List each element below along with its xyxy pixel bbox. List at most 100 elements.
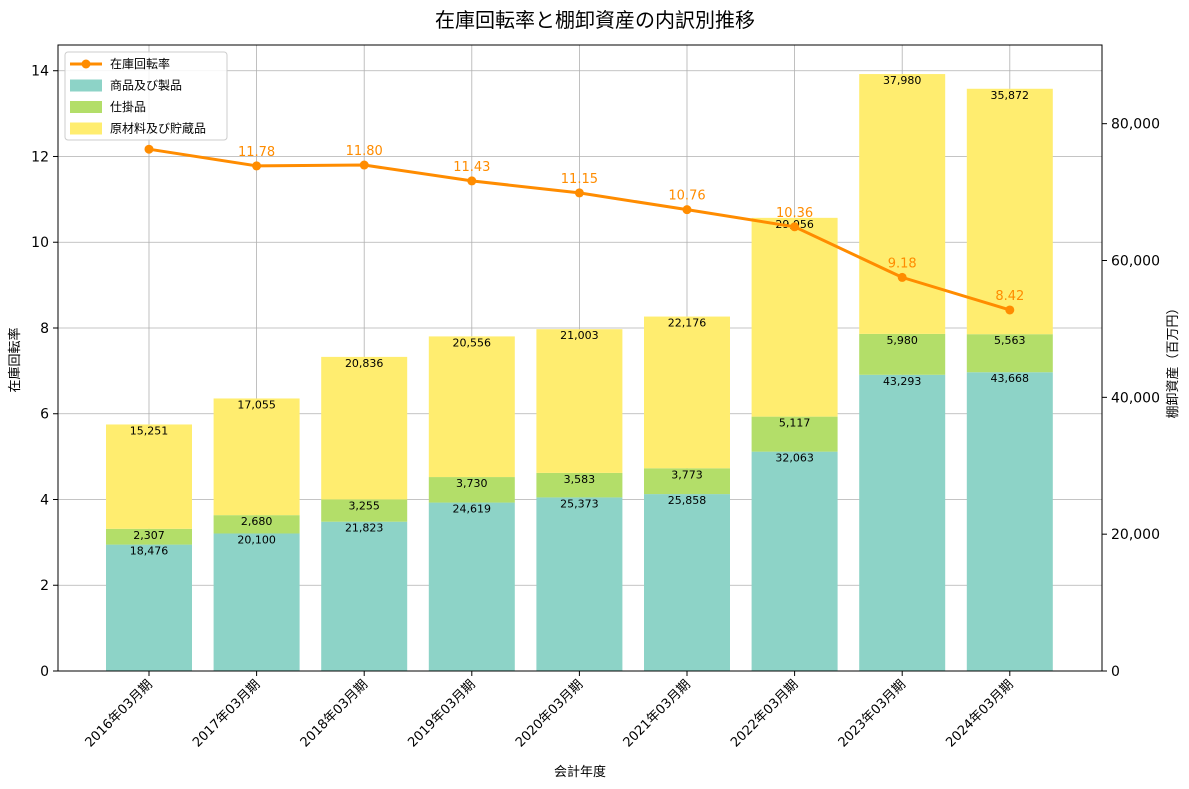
bar [321, 356, 408, 500]
left-tick-label: 12 [31, 149, 49, 165]
bar-value-label: 20,100 [237, 533, 276, 546]
right-y-axis-title: 棚卸資産（百万円） [1165, 301, 1181, 418]
bar [751, 451, 838, 671]
bar [644, 316, 730, 469]
bar-value-label: 43,293 [883, 375, 922, 388]
legend-swatch [70, 122, 102, 135]
legend-label: 在庫回転率 [110, 56, 170, 71]
bar [213, 533, 300, 671]
bar [966, 334, 1053, 373]
bar [751, 416, 838, 452]
turnover-point [790, 222, 800, 232]
right-tick-label: 0 [1111, 664, 1120, 680]
left-tick-label: 10 [31, 235, 49, 251]
left-tick-label: 6 [40, 407, 49, 423]
right-tick-label: 20,000 [1111, 527, 1160, 543]
bar [321, 521, 408, 671]
x-tick-label: 2019年03月期 [405, 677, 478, 750]
bar-value-label: 43,668 [991, 372, 1030, 385]
x-tick-label: 2020年03月期 [513, 677, 586, 750]
bar-value-label: 5,117 [779, 417, 811, 430]
bar-value-label: 2,307 [133, 529, 165, 542]
right-tick-label: 80,000 [1111, 117, 1160, 133]
x-axis: 2016年03月期 2017年03月期 2018年03月期 2019年03月期 2020… [58, 670, 1102, 751]
legend-swatch [70, 101, 102, 113]
turnover-value-label: 8.42 [995, 289, 1024, 304]
left-tick-label: 4 [40, 492, 49, 508]
bar-value-label: 5,980 [886, 334, 918, 347]
bar-value-label: 3,773 [671, 468, 703, 481]
turnover-point [359, 160, 369, 170]
right-tick-label: 60,000 [1111, 254, 1160, 270]
left-tick-label: 8 [40, 321, 49, 337]
left-y-axis: 0 2 4 6 8 10 12 14 [31, 45, 59, 680]
bar [428, 336, 515, 478]
left-tick-label: 2 [40, 578, 49, 594]
bar-value-label: 3,583 [564, 473, 596, 486]
bar [536, 329, 623, 473]
bar-value-label: 18,476 [130, 545, 169, 558]
bar [428, 477, 515, 503]
x-tick-label: 2023年03月期 [836, 677, 909, 750]
bar [751, 217, 838, 417]
bar-value-label: 15,251 [130, 424, 169, 437]
bar-value-label: 37,980 [883, 74, 922, 87]
turnover-point [144, 144, 154, 154]
bar [536, 472, 623, 498]
x-tick-label: 2022年03月期 [728, 677, 801, 750]
x-axis-title: 会計年度 [554, 764, 606, 780]
legend-label: 仕掛品 [110, 99, 146, 114]
left-tick-label: 14 [31, 64, 49, 80]
left-y-axis-title: 在庫回転率 [7, 327, 23, 392]
left-tick-label: 0 [40, 664, 49, 680]
bar [321, 499, 408, 522]
turnover-value-label: 11.15 [561, 172, 598, 187]
bar-value-label: 17,055 [237, 398, 276, 411]
turnover-value-label: 11.80 [346, 144, 383, 159]
bar [644, 494, 730, 671]
bar [213, 398, 300, 516]
bar-value-label: 35,872 [991, 89, 1030, 102]
turnover-value-label: 11.78 [238, 145, 275, 160]
turnover-value-label: 10.36 [776, 206, 813, 221]
legend-label: 原材料及び貯蔵品 [110, 122, 206, 136]
legend-marker [81, 59, 91, 69]
x-tick-label: 2024年03月期 [943, 677, 1016, 750]
bar-value-label: 2,680 [241, 515, 273, 528]
bar [859, 374, 946, 671]
right-y-axis: 0 20,000 40,000 60,000 80,000 [1101, 45, 1160, 680]
turnover-line-series: 11.78 11.80 11.43 11.15 10.76 10.36 9.18 8.42 [144, 144, 1024, 315]
bar-value-label: 3,255 [348, 499, 380, 512]
bar [536, 497, 623, 671]
bar-value-label: 22,176 [668, 317, 707, 330]
right-tick-label: 40,000 [1111, 390, 1160, 406]
bar-value-label: 21,003 [560, 329, 599, 342]
bar [106, 544, 192, 671]
chart-title: 在庫回転率と棚卸資産の内訳別推移 [435, 8, 755, 32]
turnover-point [1005, 305, 1015, 315]
bar-value-label: 5,563 [994, 334, 1026, 347]
bar-data-labels: 18,476 2,307 15,251 20,100 2,680 17,055 21,823… [130, 74, 1029, 558]
bar-value-label: 3,730 [456, 477, 488, 490]
turnover-point [682, 205, 692, 215]
bar-value-label: 25,373 [560, 497, 599, 510]
x-tick-label: 2018年03月期 [298, 677, 371, 750]
x-tick-label: 2017年03月期 [190, 677, 263, 750]
bar [966, 88, 1053, 335]
turnover-point [574, 188, 584, 198]
bar-value-label: 21,823 [345, 522, 384, 535]
bar-value-label: 20,836 [345, 357, 384, 370]
turnover-value-label: 9.18 [888, 256, 917, 271]
legend-box [64, 51, 228, 141]
x-tick-label: 2021年03月期 [621, 677, 694, 750]
bar [859, 333, 946, 375]
x-tick-label: 2016年03月期 [83, 677, 156, 750]
bar [966, 372, 1053, 671]
turnover-point [252, 161, 262, 171]
bar-value-label: 20,556 [453, 336, 492, 349]
legend-label: 商品及び製品 [110, 78, 182, 93]
turnover-point [467, 176, 477, 186]
bar [213, 515, 300, 534]
bar [106, 528, 192, 545]
